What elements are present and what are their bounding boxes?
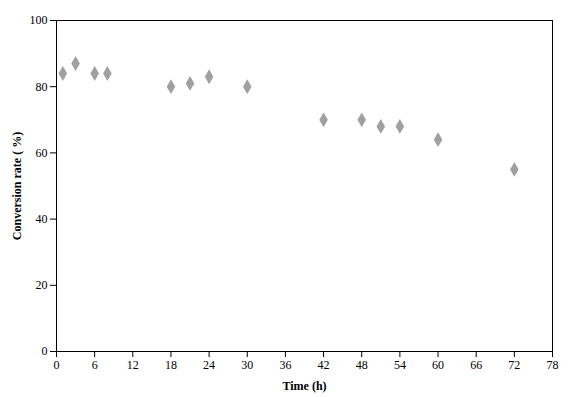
- svg-text:78: 78: [547, 358, 559, 372]
- svg-text:100: 100: [30, 13, 48, 27]
- svg-text:80: 80: [36, 80, 48, 94]
- svg-text:54: 54: [394, 358, 406, 372]
- svg-text:60: 60: [432, 358, 444, 372]
- svg-text:42: 42: [318, 358, 330, 372]
- svg-text:30: 30: [241, 358, 253, 372]
- svg-text:36: 36: [279, 358, 291, 372]
- svg-text:0: 0: [54, 358, 60, 372]
- svg-text:24: 24: [203, 358, 215, 372]
- svg-text:60: 60: [36, 146, 48, 160]
- svg-text:18: 18: [165, 358, 177, 372]
- svg-text:0: 0: [42, 344, 48, 358]
- svg-text:Conversion rate ( %): Conversion rate ( %): [10, 132, 24, 240]
- svg-text:72: 72: [508, 358, 520, 372]
- svg-text:12: 12: [127, 358, 139, 372]
- svg-text:66: 66: [470, 358, 482, 372]
- svg-text:40: 40: [36, 212, 48, 226]
- svg-text:Time (h): Time (h): [282, 379, 326, 393]
- svg-text:6: 6: [92, 358, 98, 372]
- svg-text:48: 48: [356, 358, 368, 372]
- svg-text:20: 20: [36, 278, 48, 292]
